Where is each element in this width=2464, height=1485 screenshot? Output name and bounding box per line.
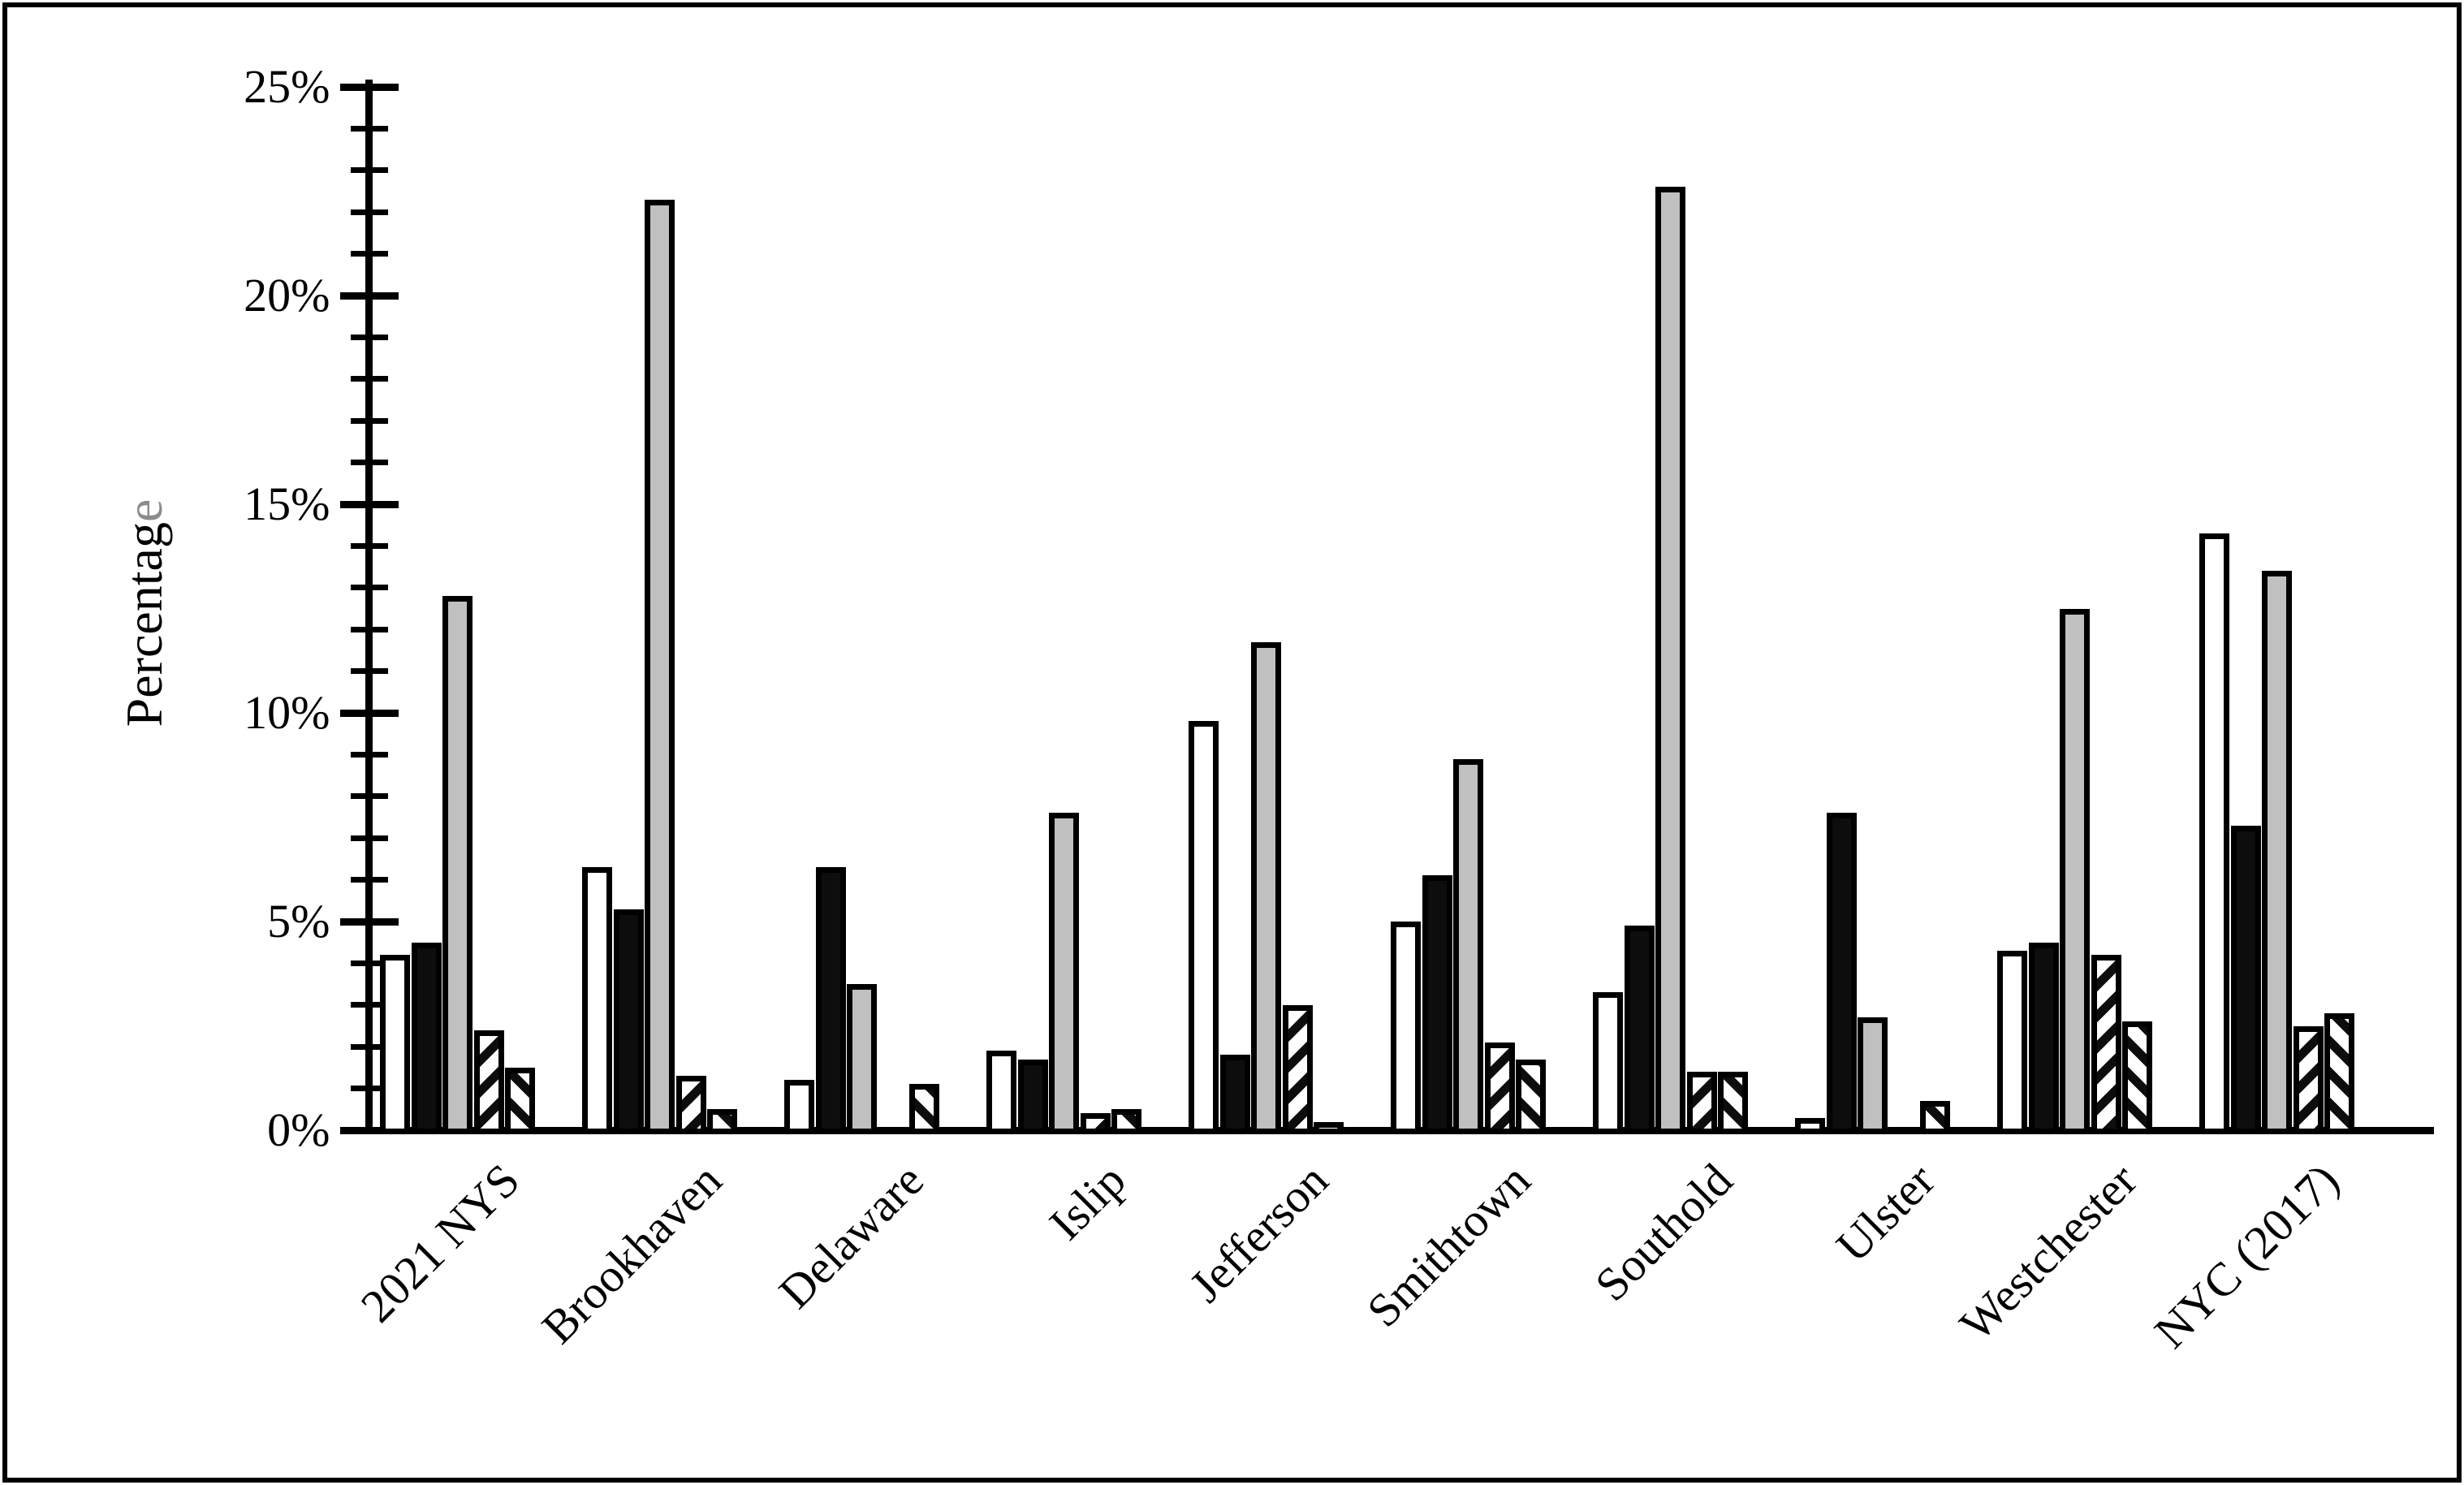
y-tick-label: 25% (244, 60, 330, 113)
y-minor-tick (350, 125, 388, 132)
bar-brookhaven-series-3-gray (645, 199, 675, 1134)
y-minor-tick (350, 751, 388, 758)
bar-brookhaven-series-1-white (582, 867, 612, 1134)
y-tick-label: 0% (267, 1103, 330, 1156)
y-major-tick (339, 500, 399, 508)
bar-jefferson-series-3-gray (1251, 641, 1281, 1134)
y-tick-label: 5% (267, 895, 330, 948)
bar-brookhaven-series-4-diagonal-up (675, 1076, 706, 1134)
bar-delaware-series-1-white (784, 1080, 814, 1134)
y-tick-label: 15% (244, 477, 330, 530)
y-minor-tick (350, 167, 388, 174)
bar-delaware-series-2-black (815, 867, 846, 1134)
bar-ulster-series-1-white (1795, 1117, 1825, 1134)
y-tick-label: 10% (244, 686, 330, 739)
bar-smithtown-series-1-white (1391, 922, 1421, 1134)
bar-2021-nys-series-3-gray (442, 596, 473, 1134)
y-minor-tick (350, 334, 388, 340)
y-minor-tick (350, 585, 388, 591)
y-tick-label: 20% (244, 269, 330, 322)
bar-islip-series-4-diagonal-up (1080, 1113, 1111, 1134)
bar-jefferson-series-4-diagonal-up (1282, 1004, 1313, 1134)
y-minor-tick (350, 417, 388, 424)
bar-nyc-2017--series-1-white (2199, 533, 2229, 1134)
y-minor-tick (350, 793, 388, 800)
bar-nyc-2017--series-4-diagonal-up (2293, 1025, 2324, 1134)
bar-westchester-series-2-black (2028, 942, 2059, 1134)
y-minor-tick (350, 1086, 388, 1092)
bar-brookhaven-series-2-black (613, 909, 644, 1134)
y-major-tick (339, 709, 399, 717)
y-minor-tick (350, 835, 388, 841)
y-minor-tick (350, 960, 388, 966)
bar-smithtown-series-4-diagonal-up (1484, 1043, 1515, 1134)
y-minor-tick (350, 1002, 388, 1008)
bar-smithtown-series-2-black (1422, 875, 1452, 1134)
bar-jefferson-series-1-white (1189, 721, 1219, 1134)
y-minor-tick (350, 877, 388, 883)
bar-smithtown-series-5-diagonal-down (1516, 1059, 1546, 1134)
bar-jefferson-series-2-black (1219, 1055, 1250, 1134)
y-minor-tick (350, 668, 388, 675)
bar-nyc-2017--series-3-gray (2262, 571, 2292, 1134)
bar-smithtown-series-3-gray (1453, 758, 1483, 1134)
y-minor-tick (350, 376, 388, 382)
bar-delaware-series-3-gray (847, 984, 877, 1134)
bar-westchester-series-3-gray (2060, 608, 2090, 1134)
bar-islip-series-1-white (986, 1051, 1016, 1134)
bar-ulster-series-5-diagonal-down (1920, 1101, 1950, 1134)
y-minor-tick (350, 460, 388, 466)
y-minor-tick (350, 626, 388, 632)
bar-ulster-series-3-gray (1858, 1017, 1888, 1134)
y-major-tick (339, 83, 399, 91)
bar-southold-series-5-diagonal-down (1718, 1072, 1748, 1134)
bar-islip-series-2-black (1017, 1059, 1048, 1134)
bar-islip-series-5-diagonal-down (1111, 1109, 1141, 1134)
y-major-tick (339, 291, 399, 300)
y-minor-tick (350, 1043, 388, 1050)
y-major-tick (339, 1126, 399, 1134)
y-minor-tick (350, 542, 388, 549)
bar-jefferson-series-5-diagonal-down (1314, 1121, 1344, 1134)
bar-nyc-2017--series-5-diagonal-down (2324, 1013, 2354, 1134)
bar-brookhaven-series-5-diagonal-down (707, 1109, 737, 1134)
y-major-tick (339, 917, 399, 926)
bar-islip-series-3-gray (1049, 813, 1079, 1134)
bar-delaware-series-5-diagonal-down (909, 1084, 939, 1134)
bar-nyc-2017--series-2-black (2230, 825, 2261, 1134)
bar-ulster-series-2-black (1826, 813, 1857, 1134)
bar-2021-nys-series-4-diagonal-up (473, 1030, 504, 1134)
y-minor-tick (350, 209, 388, 215)
bar-westchester-series-1-white (1997, 950, 2027, 1134)
bar-2021-nys-series-1-white (380, 955, 410, 1134)
bar-2021-nys-series-5-diagonal-down (505, 1067, 535, 1134)
bar-southold-series-2-black (1624, 926, 1655, 1134)
bar-westchester-series-5-diagonal-down (2122, 1021, 2152, 1134)
bar-southold-series-1-white (1593, 992, 1623, 1134)
y-axis-line (365, 80, 373, 1134)
bar-southold-series-3-gray (1655, 187, 1685, 1134)
bar-2021-nys-series-2-black (411, 942, 442, 1134)
bar-southold-series-4-diagonal-up (1686, 1072, 1717, 1134)
y-minor-tick (350, 251, 388, 257)
bar-westchester-series-4-diagonal-up (2091, 955, 2121, 1134)
